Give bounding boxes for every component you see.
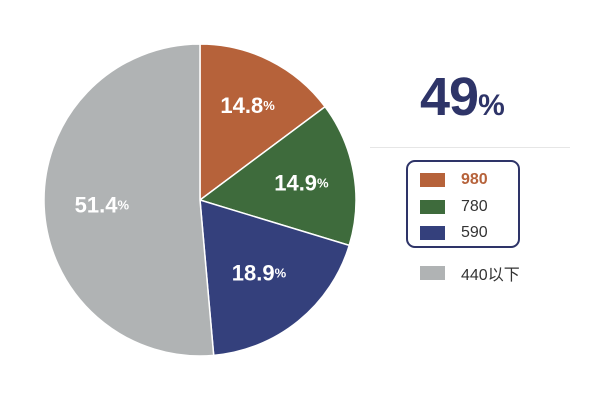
legend-label-980: 980 (461, 171, 488, 188)
divider (370, 147, 570, 148)
legend-item-780: 780 (420, 198, 488, 216)
slice-label-440以下: 51.4% (75, 192, 130, 217)
slice-label-780: 14.9% (274, 170, 329, 195)
legend-swatch-590 (420, 226, 445, 240)
legend-highlight-box (406, 160, 520, 248)
pie-slice-590 (199, 198, 351, 357)
legend-label-590: 590 (461, 224, 488, 241)
legend-swatch-440 (420, 266, 445, 280)
slice-label-590: 18.9% (232, 260, 287, 285)
pie-slice-780 (198, 105, 357, 247)
legend-label-780: 780 (461, 198, 488, 215)
legend-item-440: 440以下 (420, 261, 520, 285)
callout-value: 49% (420, 66, 505, 128)
slice-label-980: 14.8% (220, 93, 275, 118)
legend-item-590: 590 (420, 224, 488, 242)
callout-unit: % (478, 89, 505, 122)
legend-swatch-980 (420, 173, 445, 187)
legend-item-980: 980 (420, 171, 488, 189)
callout-number: 49 (420, 67, 479, 127)
pie-slice-980 (199, 43, 327, 202)
pie-slice-440以下 (43, 43, 215, 357)
legend-label-440: 440以下 (461, 267, 520, 284)
legend-swatch-780 (420, 200, 445, 214)
